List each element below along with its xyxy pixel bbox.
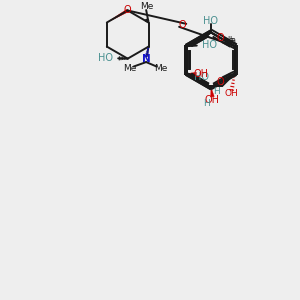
Text: N: N [142, 54, 151, 64]
Text: HO: HO [98, 53, 113, 63]
Text: HO: HO [194, 71, 209, 82]
Text: O: O [124, 5, 131, 16]
Polygon shape [211, 87, 214, 97]
Text: OH: OH [205, 95, 220, 105]
Text: la: la [230, 36, 237, 45]
Polygon shape [187, 72, 196, 76]
Text: Me: Me [140, 2, 154, 11]
Text: O: O [179, 20, 187, 30]
Text: O: O [216, 33, 224, 43]
Text: Me: Me [154, 64, 168, 73]
Text: HO: HO [202, 40, 217, 50]
Text: H: H [203, 99, 210, 108]
Text: O: O [216, 77, 224, 87]
Text: Me: Me [123, 64, 136, 73]
Text: OH: OH [194, 69, 209, 79]
Polygon shape [107, 9, 128, 22]
Text: H: H [214, 88, 220, 97]
Text: OH: OH [224, 89, 238, 98]
Text: la: la [228, 36, 235, 45]
Text: HO: HO [203, 16, 218, 26]
